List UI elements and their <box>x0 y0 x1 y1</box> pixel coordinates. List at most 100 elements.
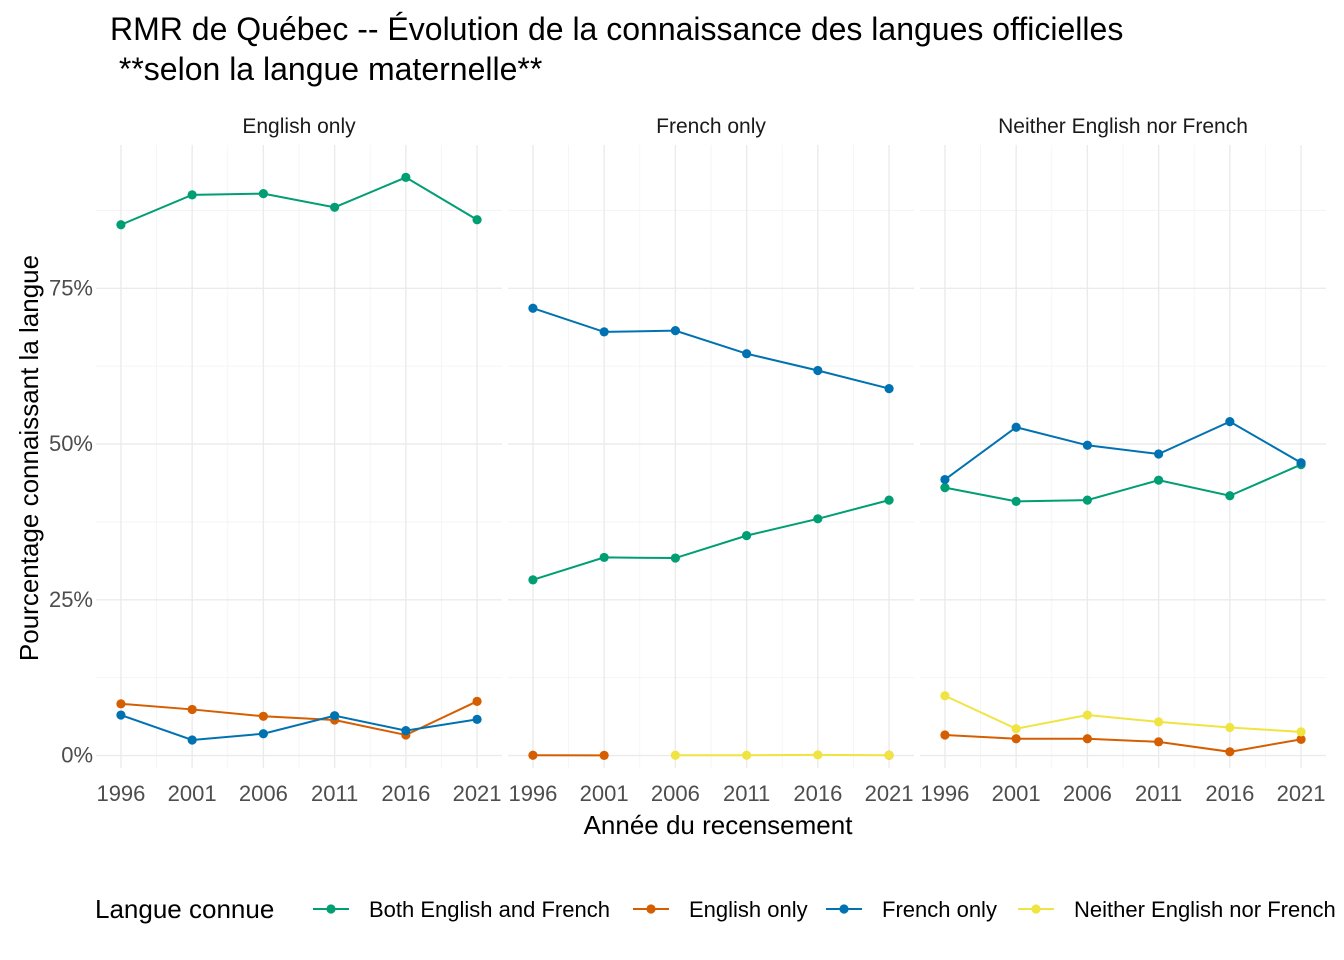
data-point <box>884 750 894 760</box>
data-point <box>1225 417 1235 427</box>
x-tick-label: 2011 <box>311 781 358 806</box>
chart-subtitle: **selon la langue maternelle** <box>110 51 542 87</box>
data-point <box>1082 440 1092 450</box>
data-point <box>330 711 340 721</box>
series-line <box>120 714 478 741</box>
data-point <box>670 553 680 563</box>
data-point <box>330 202 340 212</box>
series-line <box>532 307 890 390</box>
data-point <box>742 531 752 541</box>
data-point <box>187 735 197 745</box>
data-point <box>1082 734 1092 744</box>
data-point <box>1154 475 1164 485</box>
facet-strip-label: Neither English nor French <box>998 115 1248 138</box>
data-point <box>1011 734 1021 744</box>
x-tick-label: 2006 <box>651 781 700 806</box>
legend-label: French only <box>882 897 997 922</box>
x-axis-title: Année du recensement <box>584 810 854 840</box>
series-line <box>532 499 890 581</box>
data-point <box>528 575 538 585</box>
legend-title: Langue connue <box>95 894 274 924</box>
data-point <box>1011 496 1021 506</box>
legend-entry: French only <box>826 897 997 922</box>
facet-panel: French only 1996 2001 2006 2011 2016 2021 <box>508 115 914 806</box>
legend-label: Neither English nor French <box>1074 897 1336 922</box>
y-tick-label: 75% <box>49 275 93 300</box>
series-line <box>120 176 478 226</box>
x-tick-label: 2016 <box>793 781 842 806</box>
x-tick-label: 2016 <box>381 781 430 806</box>
series <box>528 303 894 394</box>
series <box>940 459 1306 506</box>
series-line <box>944 463 1302 503</box>
data-point <box>1011 724 1021 734</box>
data-point <box>1154 717 1164 727</box>
data-point <box>1296 727 1306 737</box>
data-point <box>187 190 197 200</box>
data-point <box>1296 458 1306 468</box>
x-tick-label: 2021 <box>1277 781 1326 806</box>
data-point <box>1154 449 1164 459</box>
data-point <box>1225 747 1235 757</box>
x-tick-label: 2006 <box>1063 781 1112 806</box>
x-tick-label: 2006 <box>239 781 288 806</box>
data-point <box>813 514 823 524</box>
data-point <box>472 696 482 706</box>
data-point <box>940 730 950 740</box>
x-tick-label: 1996 <box>920 781 969 806</box>
x-tick-label: 1996 <box>96 781 145 806</box>
x-tick-label: 2001 <box>168 781 217 806</box>
series-line <box>944 420 1302 481</box>
x-tick-label: 2001 <box>580 781 629 806</box>
facet-panels: English only 1996 2001 2006 2011 2016 2021 0% 25… <box>49 115 1326 806</box>
legend-entry: Both English and French <box>313 897 610 922</box>
y-tick-label: 25% <box>49 587 93 612</box>
x-tick-label: 2016 <box>1205 781 1254 806</box>
y-tick-label: 50% <box>49 431 93 456</box>
series <box>670 750 894 760</box>
data-point <box>401 172 411 182</box>
data-point <box>884 383 894 394</box>
series-line <box>944 694 1302 733</box>
series <box>940 730 1306 757</box>
data-point <box>670 750 680 760</box>
legend-key-point <box>839 904 849 914</box>
x-tick-label: 2011 <box>1135 781 1182 806</box>
data-point <box>258 188 268 199</box>
x-tick-label: 2001 <box>992 781 1041 806</box>
data-point <box>528 303 538 313</box>
data-point <box>742 349 752 359</box>
data-point <box>1082 710 1092 720</box>
data-point <box>742 750 752 760</box>
legend-label: English only <box>689 897 808 922</box>
data-point <box>884 495 894 505</box>
data-point <box>1011 422 1021 432</box>
data-point <box>599 327 609 337</box>
data-point <box>401 726 411 736</box>
legend-label: Both English and French <box>369 897 610 922</box>
data-point <box>670 326 680 336</box>
data-point <box>1296 734 1306 744</box>
series <box>940 417 1306 485</box>
legend-key-point <box>646 904 656 914</box>
series <box>528 495 894 585</box>
data-point <box>1225 491 1235 501</box>
x-tick-label: 2011 <box>723 781 770 806</box>
data-point <box>813 750 823 760</box>
data-point <box>599 552 609 563</box>
data-point <box>813 365 823 376</box>
x-tick-label: 2021 <box>453 781 502 806</box>
facet-panel: Neither English nor French 1996 2001 2006 20… <box>920 115 1326 806</box>
data-point <box>258 729 268 739</box>
x-tick-label: 2021 <box>865 781 914 806</box>
facet-strip-label: English only <box>242 115 356 138</box>
data-point <box>599 750 609 760</box>
chart-title: RMR de Québec -- Évolution de la connais… <box>110 11 1123 47</box>
x-tick-label: 1996 <box>508 781 557 806</box>
data-point <box>1082 495 1092 505</box>
data-point <box>940 691 950 701</box>
data-point <box>472 215 482 225</box>
facet-panel: English only 1996 2001 2006 2011 2016 2021 0% 25… <box>49 115 502 806</box>
series <box>940 691 1306 737</box>
